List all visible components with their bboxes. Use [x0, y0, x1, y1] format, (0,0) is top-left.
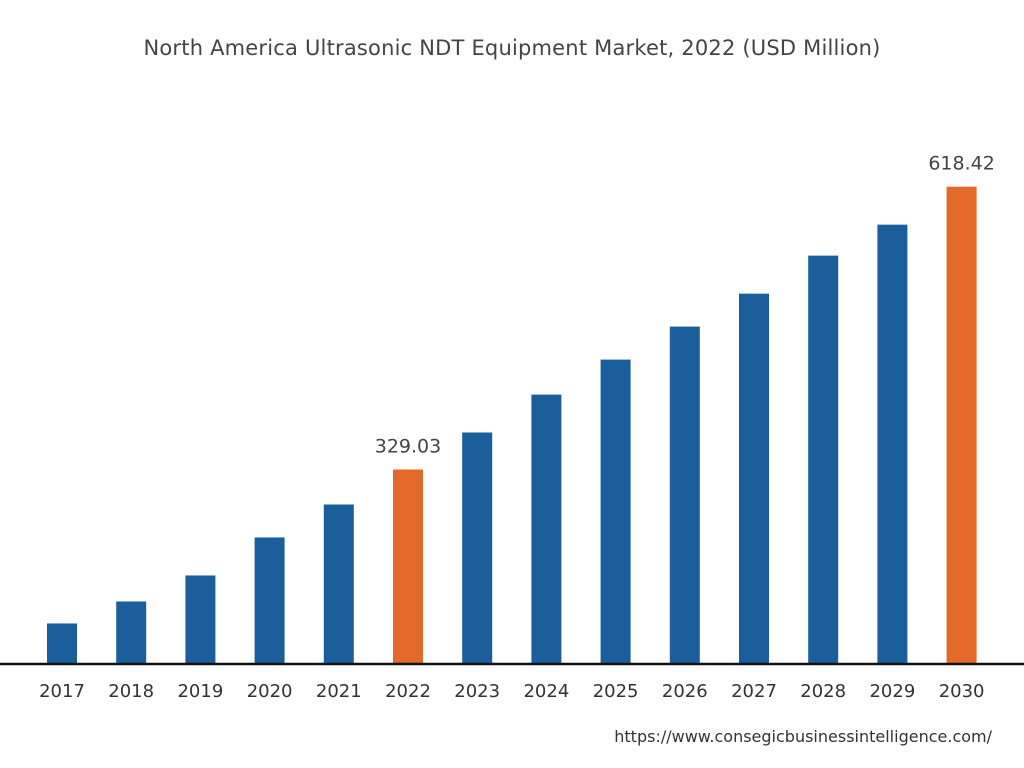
data-label-2030: 618.42	[928, 153, 994, 175]
source-url[interactable]: https://www.consegicbusinessintelligence…	[614, 727, 992, 746]
x-tick-label: 2017	[39, 681, 85, 702]
bar-2017	[47, 623, 77, 664]
bar-2021	[323, 504, 354, 664]
x-tick-label: 2018	[108, 681, 154, 702]
bar-2028	[808, 255, 839, 665]
x-tick-label: 2021	[316, 681, 362, 702]
x-tick-label: 2023	[454, 681, 500, 702]
bar-2024	[531, 394, 562, 664]
bar-2025	[600, 359, 631, 664]
bar-2023	[462, 432, 493, 664]
bar-2018	[116, 601, 147, 664]
bar-2029	[877, 224, 908, 664]
bar-2019	[185, 575, 216, 664]
x-tick-label: 2024	[523, 681, 569, 702]
chart-title: North America Ultrasonic NDT Equipment M…	[143, 36, 881, 60]
bar-2022	[393, 469, 423, 664]
bar-2020	[254, 537, 285, 664]
bar-2026	[669, 326, 700, 664]
x-tick-label: 2027	[731, 681, 777, 702]
x-tick-label: 2019	[177, 681, 223, 702]
data-label-2022: 329.03	[375, 436, 441, 458]
bar-2027	[739, 293, 769, 664]
x-tick-label: 2022	[385, 681, 431, 702]
x-tick-label: 2028	[800, 681, 846, 702]
x-tick-label: 2020	[247, 681, 293, 702]
x-tick-label: 2029	[869, 681, 915, 702]
x-tick-label: 2025	[593, 681, 639, 702]
x-tick-label: 2030	[939, 681, 985, 702]
x-tick-label: 2026	[662, 681, 708, 702]
bar-2030	[946, 186, 977, 664]
